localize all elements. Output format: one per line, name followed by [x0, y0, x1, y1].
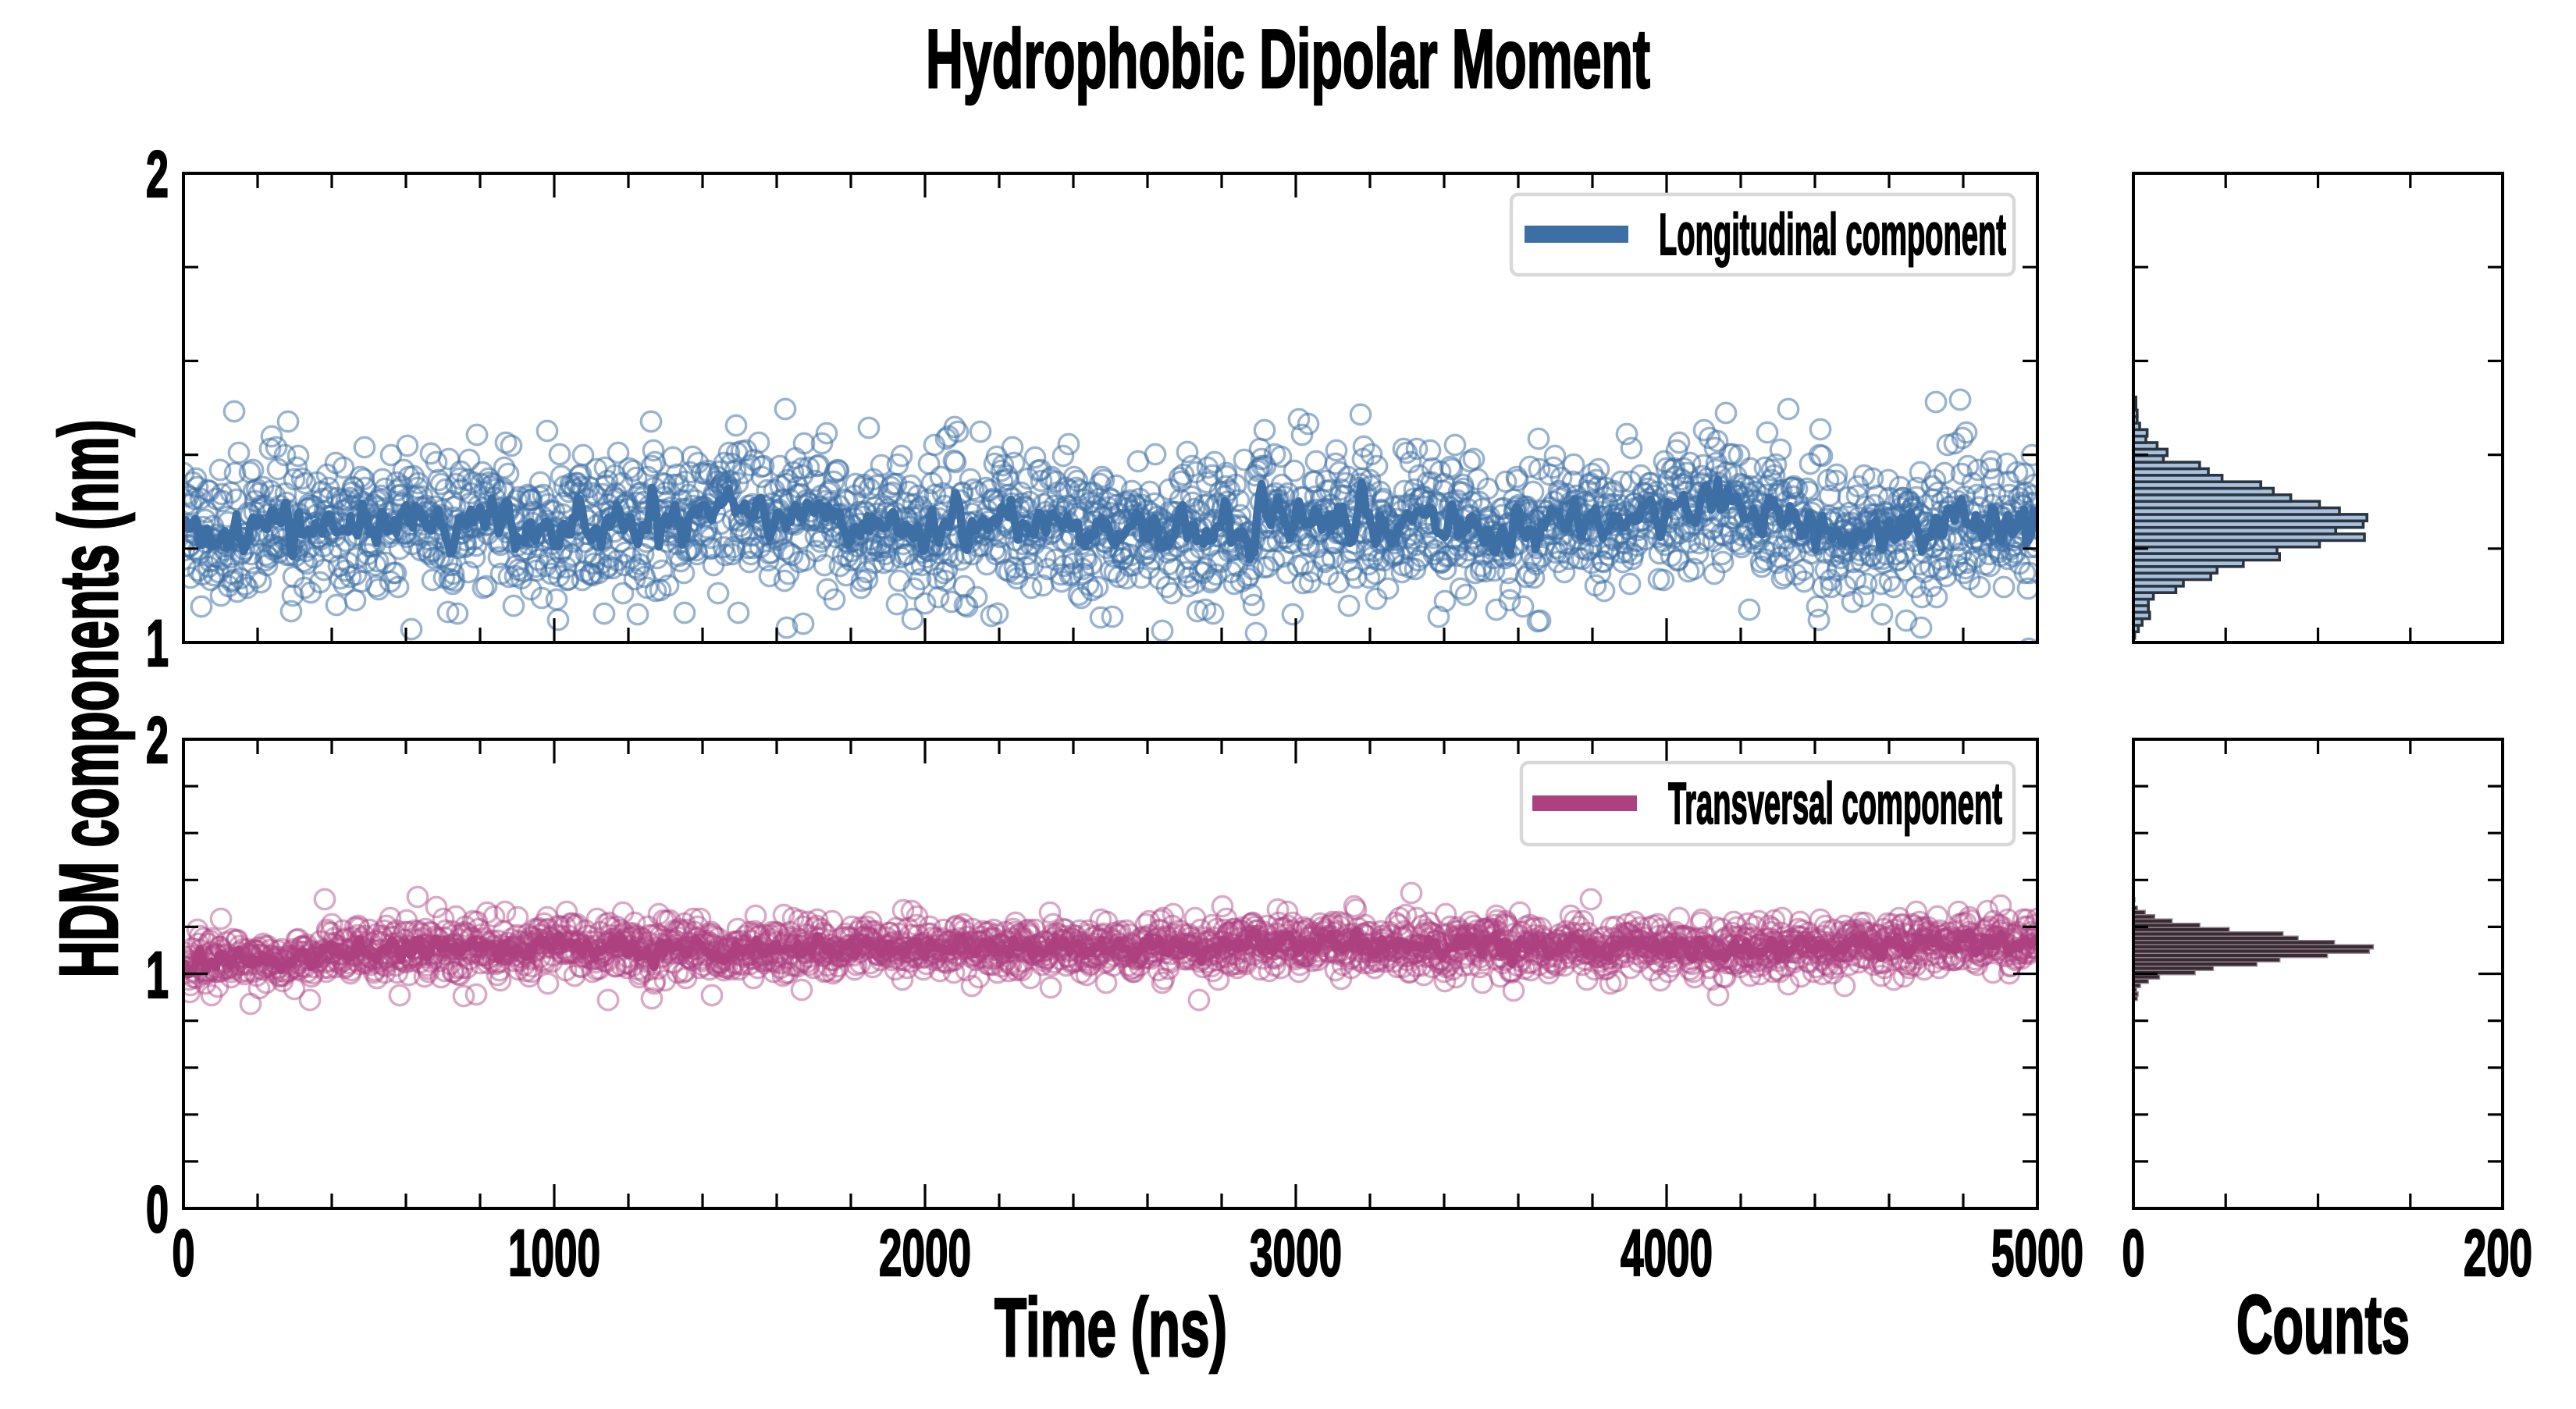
svg-text:Counts: Counts [2236, 1279, 2410, 1371]
svg-text:Time (ns): Time (ns) [994, 1282, 1227, 1374]
svg-text:2: 2 [146, 137, 169, 211]
svg-text:Hydrophobic Dipolar Moment: Hydrophobic Dipolar Moment [926, 12, 1650, 105]
svg-text:3000: 3000 [1250, 1216, 1342, 1290]
svg-text:Transversal component: Transversal component [1668, 770, 2002, 836]
svg-text:1: 1 [146, 938, 169, 1012]
svg-text:1000: 1000 [508, 1216, 600, 1290]
svg-text:0: 0 [146, 1172, 169, 1246]
svg-text:200: 200 [2464, 1216, 2532, 1290]
svg-text:2: 2 [146, 703, 169, 777]
svg-text:HDM components (nm): HDM components (nm) [43, 420, 135, 978]
svg-text:Longitudinal component: Longitudinal component [1659, 201, 2006, 267]
svg-text:1: 1 [146, 607, 169, 680]
svg-text:4000: 4000 [1621, 1216, 1713, 1290]
svg-text:0: 0 [2122, 1216, 2145, 1290]
svg-text:2000: 2000 [879, 1216, 971, 1290]
svg-text:0: 0 [173, 1216, 195, 1290]
svg-text:5000: 5000 [1991, 1216, 2083, 1290]
